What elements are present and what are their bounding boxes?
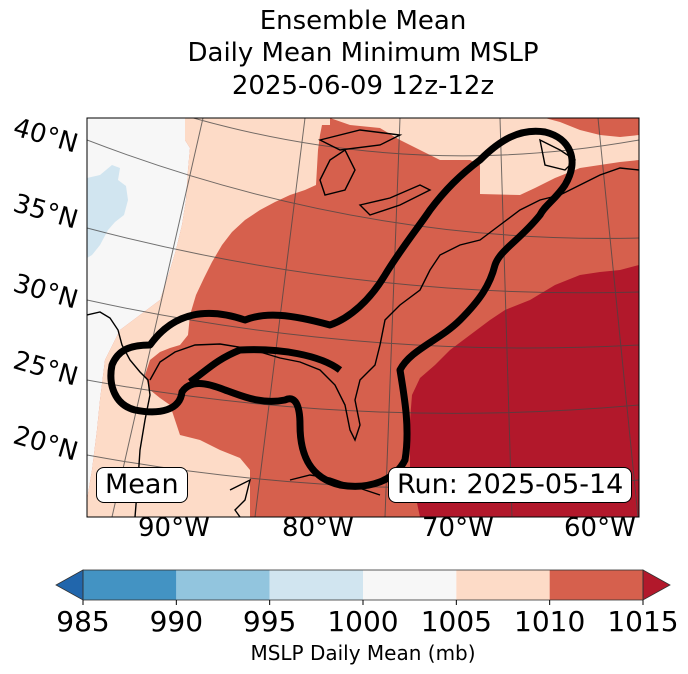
- colorbar-extend-high: [642, 569, 671, 601]
- field-995-1000: [87, 165, 128, 258]
- colorbar-bin-1005-1010: [456, 570, 550, 600]
- lon-line-70w: [384, 118, 401, 517]
- colorbar-tick-label: 1015: [607, 605, 679, 638]
- colorbar-tick-label: 985: [56, 605, 110, 638]
- coast-mexico-west: [87, 311, 151, 517]
- lat-line-30n: [87, 299, 639, 349]
- field-1005-1010-west: [87, 118, 330, 517]
- contour-outline: [107, 127, 576, 490]
- colorbar-bin-1010-1015: [549, 570, 643, 600]
- lake-superior: [317, 129, 403, 151]
- title-line-1: Ensemble Mean: [259, 6, 467, 36]
- lon-label-70w: 70°W: [422, 513, 494, 543]
- lon-line-90w: [111, 118, 204, 517]
- colorbar-bin-1000-1005: [363, 570, 457, 600]
- mean-label-box: Mean: [96, 467, 188, 503]
- run-date-label-box: Run: 2025-05-14: [388, 467, 633, 503]
- colorbar-tick-label: 995: [242, 605, 297, 638]
- colorbar-label: MSLP Daily Mean (mb): [250, 641, 476, 665]
- title-line-3: 2025-06-09 12z-12z: [231, 71, 495, 101]
- lon-label-80w: 80°W: [282, 513, 354, 543]
- lon-label-90w: 90°W: [138, 513, 210, 543]
- colorbar-tick-label: 990: [149, 605, 204, 638]
- map-frame: [86, 117, 640, 518]
- colorbar-extend-low: [55, 569, 84, 601]
- coast-yucatan: [229, 478, 252, 517]
- lon-line-60w: [597, 118, 639, 517]
- colorbar-tick-label: 1005: [420, 605, 492, 638]
- lake-erie-ontario: [358, 184, 432, 216]
- colorbar-bin-985-990: [83, 570, 177, 600]
- lat-line-32n: [87, 227, 639, 294]
- lat-line-25n: [87, 379, 639, 414]
- colorbar-tick-label: 1000: [327, 605, 399, 638]
- colorbar-tick-label: 1010: [514, 605, 586, 638]
- colorbar-bin-990-995: [176, 570, 270, 600]
- lon-label-60w: 60°W: [564, 513, 636, 543]
- title-line-2: Daily Mean Minimum MSLP: [187, 38, 539, 68]
- field-above-1015: [410, 265, 639, 517]
- lat-line-35n: [87, 139, 639, 239]
- lake-michigan: [319, 148, 356, 196]
- lon-line-65w: [499, 118, 513, 517]
- colorbar-bin-995-1000: [269, 570, 363, 600]
